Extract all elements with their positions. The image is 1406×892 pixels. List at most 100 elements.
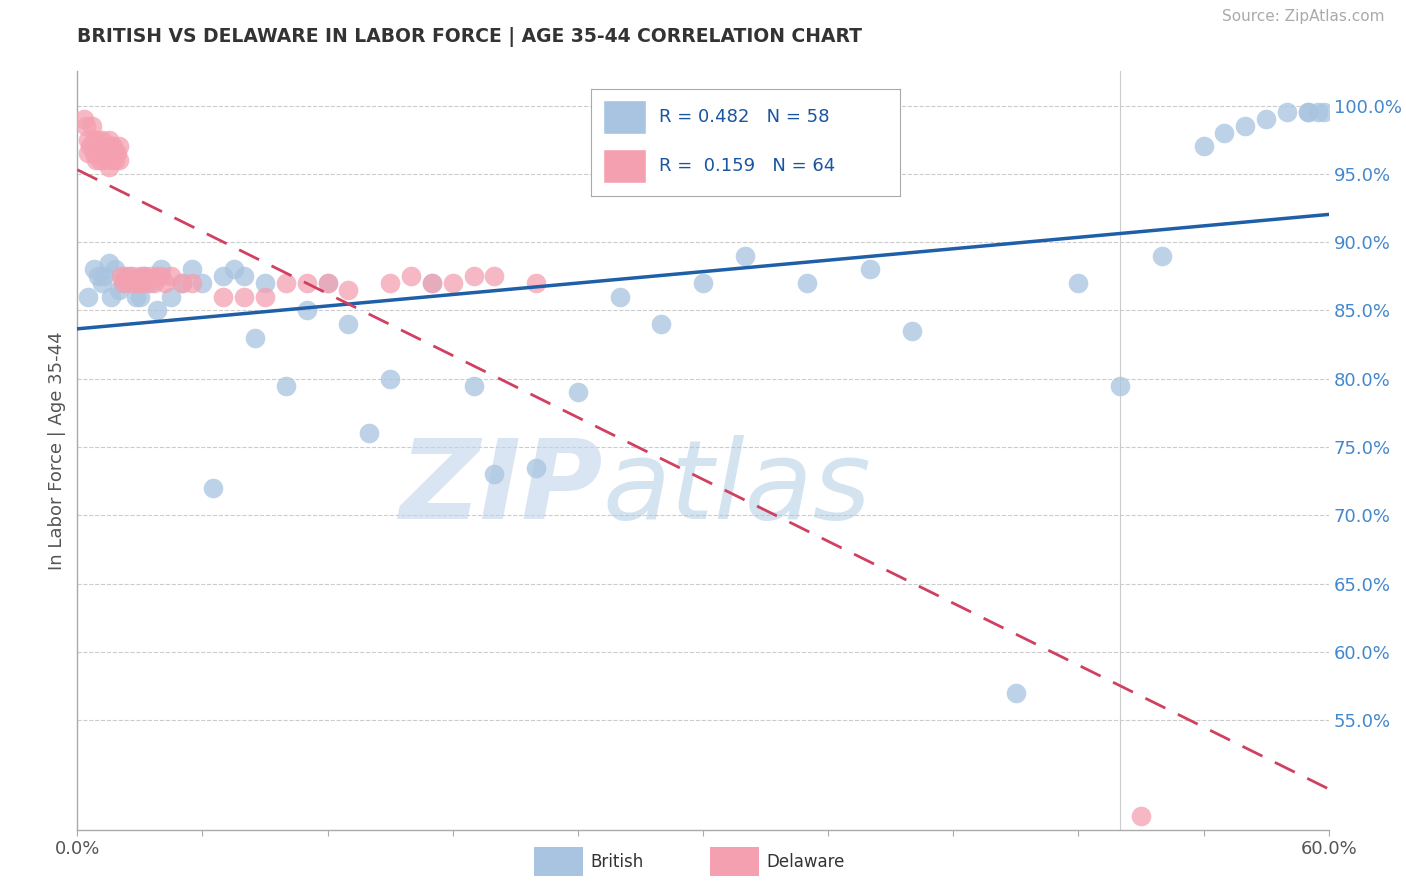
Point (463, 378, 485, 392)
Point (129, 276, 152, 290)
Point (96, 146, 118, 161)
Point (274, 378, 297, 392)
Point (337, 317, 360, 331)
Point (83, 146, 105, 161)
Bar (603, 149, 647, 184)
Point (84, 153, 107, 168)
Point (1005, 686, 1028, 700)
Point (1234, 119, 1257, 133)
Point (132, 269, 155, 284)
Point (243, 331, 266, 345)
Point (233, 269, 256, 284)
Point (170, 276, 193, 290)
Point (118, 276, 141, 290)
Point (89, 153, 111, 168)
Point (796, 276, 818, 290)
Point (1256, 112, 1278, 127)
Point (114, 269, 136, 284)
Point (91, 276, 114, 290)
Text: Source: ZipAtlas.com: Source: ZipAtlas.com (1222, 9, 1385, 24)
Point (72, 112, 94, 127)
Point (139, 269, 162, 284)
Text: BRITISH VS DELAWARE IN LABOR FORCE | AGE 35-44 CORRELATION CHART: BRITISH VS DELAWARE IN LABOR FORCE | AGE… (77, 27, 862, 46)
Point (104, 153, 127, 168)
Point (101, 146, 124, 161)
Point (380, 372, 402, 386)
Point (129, 290, 152, 304)
Text: ZIP: ZIP (399, 435, 603, 541)
Point (337, 283, 360, 297)
Point (132, 269, 155, 284)
Point (112, 276, 135, 290)
Point (83, 133, 105, 147)
Point (609, 290, 631, 304)
Bar (603, 100, 647, 134)
Point (359, 426, 381, 441)
Point (463, 269, 485, 284)
Point (108, 153, 131, 168)
Point (692, 276, 714, 290)
Point (118, 269, 141, 284)
Point (484, 269, 506, 284)
Point (84, 139, 107, 153)
Point (135, 276, 157, 290)
Point (97, 160, 120, 174)
Point (97, 255, 120, 269)
Point (1275, 105, 1298, 120)
Text: British: British (591, 853, 644, 871)
Point (80, 119, 103, 133)
Point (112, 276, 135, 290)
Point (1150, 249, 1173, 263)
Point (316, 276, 339, 290)
Point (91, 146, 114, 161)
Point (153, 276, 176, 290)
Point (316, 276, 339, 290)
Point (91, 133, 114, 147)
Point (233, 290, 256, 304)
Point (181, 276, 204, 290)
Point (170, 276, 193, 290)
Text: R =  0.159   N = 64: R = 0.159 N = 64 (658, 157, 835, 175)
Point (1296, 105, 1319, 120)
Point (145, 269, 167, 284)
Point (87, 146, 110, 161)
Text: atlas: atlas (603, 435, 872, 541)
Point (420, 276, 443, 290)
Point (254, 290, 277, 304)
Point (484, 467, 506, 482)
Point (97, 133, 120, 147)
Point (160, 269, 183, 284)
Point (108, 283, 131, 297)
Point (650, 317, 672, 331)
Point (295, 276, 318, 290)
Point (181, 262, 204, 277)
Point (274, 276, 297, 290)
Point (441, 276, 464, 290)
Point (1296, 105, 1319, 120)
Point (108, 139, 131, 153)
Point (101, 139, 124, 153)
Point (87, 269, 110, 284)
Y-axis label: In Labor Force | Age 35-44: In Labor Force | Age 35-44 (48, 331, 66, 570)
Point (1213, 126, 1236, 140)
Point (139, 276, 162, 290)
Point (93, 153, 115, 168)
Point (100, 139, 122, 153)
Point (295, 303, 318, 318)
Point (105, 146, 128, 161)
Point (87, 133, 110, 147)
Point (125, 290, 148, 304)
Point (100, 290, 122, 304)
Point (93, 269, 115, 284)
Point (97, 146, 120, 161)
Text: Delaware: Delaware (766, 853, 845, 871)
Point (212, 290, 235, 304)
Point (145, 303, 167, 318)
Point (149, 262, 172, 277)
Point (75, 119, 97, 133)
Point (104, 262, 127, 277)
Point (129, 269, 152, 284)
Point (191, 276, 214, 290)
Point (212, 269, 235, 284)
Point (1130, 809, 1153, 823)
